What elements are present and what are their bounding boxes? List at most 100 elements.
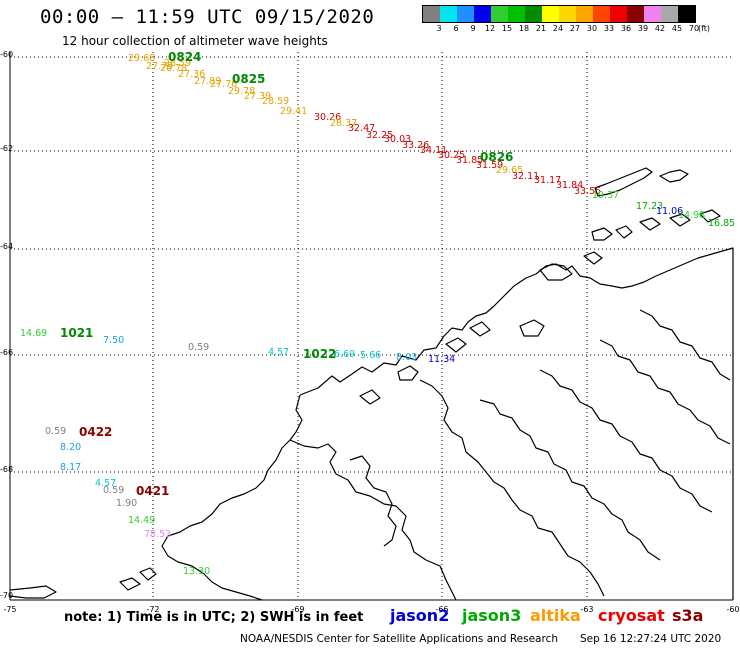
longitude-tick-label: -63 (580, 605, 593, 614)
footer-credit: NOAA/NESDIS Center for Satellite Applica… (240, 633, 558, 645)
wave-height-value: 4.57 (268, 347, 289, 358)
wave-height-value: 14.49 (128, 515, 155, 526)
wave-height-value: 0.59 (188, 342, 209, 353)
wave-height-value: 32.11 (512, 171, 539, 182)
legend-swatch (678, 6, 695, 22)
wave-height-value: 33.26 (402, 140, 429, 151)
graticule (10, 52, 733, 600)
legend-label: 33 (603, 24, 615, 33)
satellite-name: cryosat (598, 606, 665, 625)
wave-height-value: 27.89 (194, 76, 221, 87)
wave-height-value: 0.59 (45, 426, 66, 437)
legend-swatch (440, 6, 457, 22)
longitude-tick-label: -60 (726, 605, 739, 614)
wave-height-value: 8.20 (60, 442, 81, 453)
wave-height-value: 29.68 (128, 53, 155, 64)
legend-unit: (ft) (697, 24, 711, 33)
legend-label: 21 (535, 24, 547, 33)
satellite-name: altika (530, 606, 581, 625)
axis-tick-labels: -60 -62 -64 -66 -68 -70 -75 -72 -69 -66 -63 -60 (0, 50, 740, 614)
latitude-tick-label: -66 (0, 348, 13, 357)
color-legend (422, 5, 696, 23)
wave-height-value: 30.25 (438, 150, 465, 161)
wave-height-value: 11.06 (656, 206, 683, 217)
wave-height-value: 11.34 (428, 354, 455, 365)
legend-label: 30 (586, 24, 598, 33)
map-frame (9, 52, 733, 601)
wave-height-value: 32.47 (348, 123, 375, 134)
orbit-number-label: 0826 (480, 150, 513, 164)
legend-swatch (508, 6, 525, 22)
wave-height-value: 8.03 (396, 352, 417, 363)
orbit-number-label: 1022 (303, 347, 336, 361)
map-title: 00:00 – 11:59 UTC 09/15/2020 (40, 6, 375, 28)
wave-height-value: 33.55 (574, 186, 601, 197)
wave-height-value: 29.65 (496, 165, 523, 176)
orbit-number-label: 0825 (232, 72, 265, 86)
wave-height-value: 14.98 (678, 210, 705, 221)
legend-swatch (542, 6, 559, 22)
legend-swatch (474, 6, 491, 22)
legend-label: 42 (654, 24, 666, 33)
wave-height-value: 29.78 (228, 86, 255, 97)
legend-label: 70 (688, 24, 700, 33)
orbit-number-label: 0422 (79, 425, 112, 439)
legend-label: 6 (453, 24, 459, 33)
orbit-number-label: 0824 (168, 50, 201, 64)
longitude-tick-label: -69 (291, 605, 304, 614)
legend-label: 9 (470, 24, 476, 33)
wave-height-value: 4.57 (95, 478, 116, 489)
legend-swatch (491, 6, 508, 22)
legend-label: 12 (484, 24, 496, 33)
legend-label: 24 (552, 24, 564, 33)
map-subtitle: 12 hour collection of altimeter wave hei… (62, 34, 328, 48)
wave-height-value: 31.17 (534, 175, 561, 186)
legend-label: 27 (569, 24, 581, 33)
legend-swatch (576, 6, 593, 22)
latitude-tick-label: -70 (0, 591, 13, 600)
wave-height-value: 29.41 (280, 106, 307, 117)
wave-height-value: 19.37 (592, 190, 619, 201)
footer-note: note: 1) Time is in UTC; 2) SWH is in fe… (64, 610, 364, 625)
legend-swatch (559, 6, 576, 22)
legend-swatch (457, 6, 474, 22)
wave-height-value: 14.69 (20, 328, 47, 339)
wave-height-value: 27.36 (178, 69, 205, 80)
legend-label: 15 (501, 24, 513, 33)
wave-height-value: 8.17 (60, 462, 81, 473)
legend-swatch (423, 6, 440, 22)
legend-label: 18 (518, 24, 530, 33)
footer-timestamp: Sep 16 12:27:24 UTC 2020 (580, 633, 722, 645)
latitude-tick-label: -68 (0, 465, 13, 474)
satellite-name: s3a (672, 606, 704, 625)
wave-height-value: 34.11 (420, 145, 447, 156)
coastline (9, 167, 734, 601)
wave-height-value: 6.69 (334, 349, 355, 360)
wave-height-value: 31.84 (556, 180, 583, 191)
wave-height-value: 0.59 (103, 485, 124, 496)
orbit-number-labels: 0824 0825 0826 1021 1022 0422 0421 (60, 50, 513, 498)
wave-height-observations: 29.6827.7926.7828.5927.3627.8927.7629.78… (20, 53, 735, 577)
wave-height-value: 78.53 (144, 529, 171, 540)
wave-height-value: 13.30 (183, 566, 210, 577)
legend-swatch (661, 6, 678, 22)
longitude-tick-label: -72 (146, 605, 159, 614)
legend-label: 36 (620, 24, 632, 33)
orbit-number-label: 1021 (60, 326, 93, 340)
latitude-tick-label: -62 (0, 144, 13, 153)
longitude-tick-label: -66 (435, 605, 448, 614)
orbit-number-label: 0421 (136, 484, 169, 498)
wave-height-value: 27.39 (244, 91, 271, 102)
latitude-tick-label: -60 (0, 50, 13, 59)
satellite-name: jason2 (390, 606, 450, 625)
wave-height-value: 28.59 (164, 58, 191, 69)
legend-swatch (593, 6, 610, 22)
wave-height-value: 30.26 (314, 112, 341, 123)
latitude-tick-label: -64 (0, 242, 13, 251)
wave-height-value: 7.50 (103, 335, 124, 346)
wave-height-value: 28.37 (330, 118, 357, 129)
wave-height-value: 31.59 (476, 160, 503, 171)
wave-height-value: 17.23 (636, 201, 663, 212)
wave-height-value: 27.76 (210, 79, 237, 90)
